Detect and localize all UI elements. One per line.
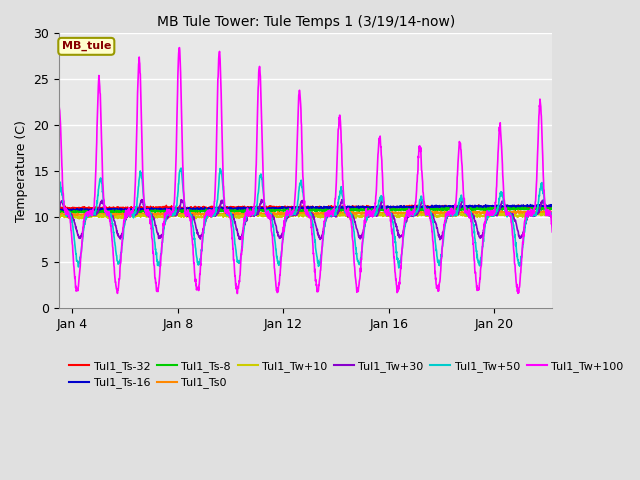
Title: MB Tule Tower: Tule Temps 1 (3/19/14-now): MB Tule Tower: Tule Temps 1 (3/19/14-now… (157, 15, 455, 29)
Y-axis label: Temperature (C): Temperature (C) (15, 120, 28, 222)
Legend: Tul1_Ts-32, Tul1_Ts-16, Tul1_Ts-8, Tul1_Ts0, Tul1_Tw+10, Tul1_Tw+30, Tul1_Tw+50,: Tul1_Ts-32, Tul1_Ts-16, Tul1_Ts-8, Tul1_… (65, 357, 628, 393)
Text: MB_tule: MB_tule (61, 41, 111, 51)
